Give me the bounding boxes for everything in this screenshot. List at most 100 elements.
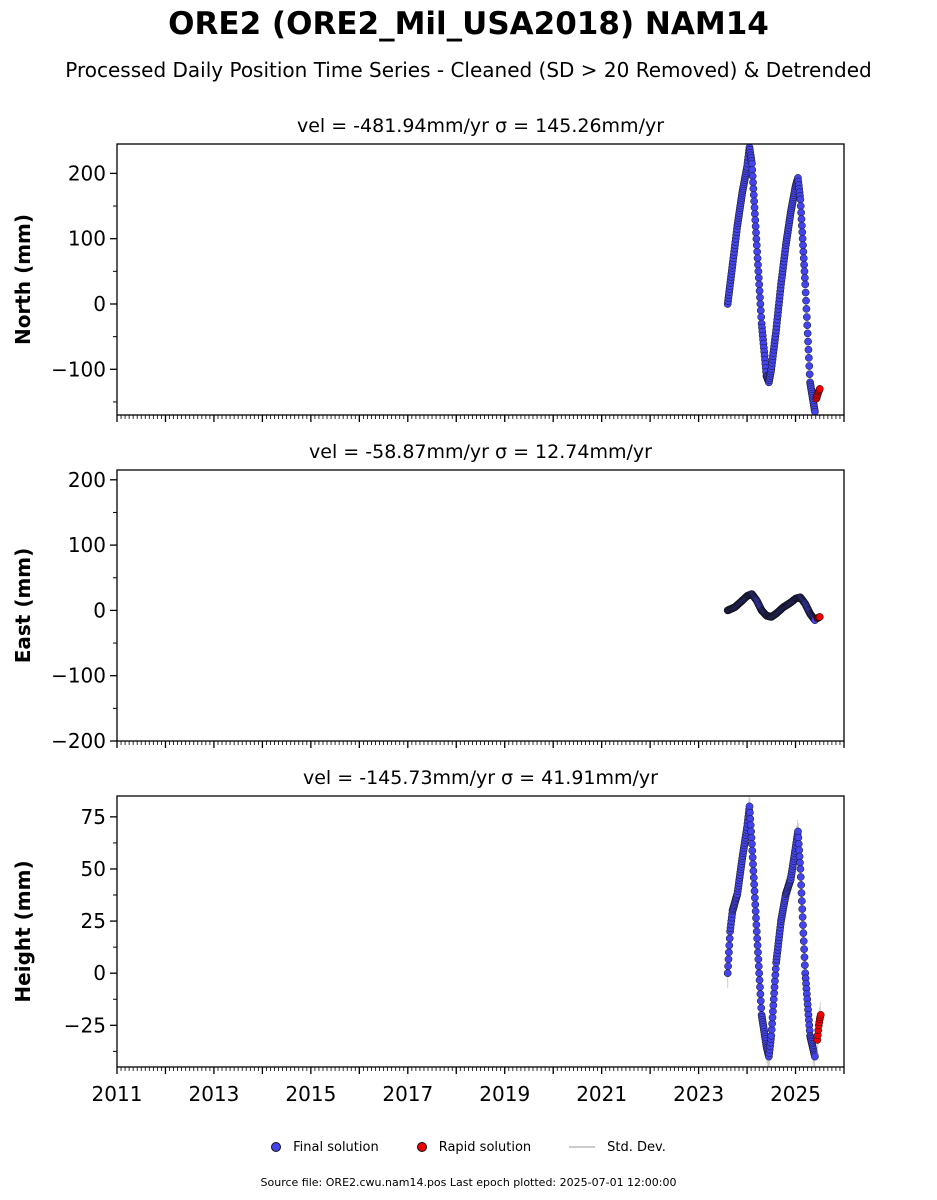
data-point: [756, 997, 765, 1005]
y-tick-label: 0: [93, 292, 106, 316]
data-point: [796, 195, 805, 204]
x-tick-label: 2019: [479, 1082, 530, 1106]
x-tick-label: 2017: [382, 1082, 433, 1106]
y-tick-label: −100: [51, 357, 106, 381]
data-point: [752, 241, 761, 250]
x-tick-label: 2021: [576, 1082, 627, 1106]
data-point: [725, 934, 734, 943]
y-tick-label: 200: [68, 161, 106, 185]
data-point: [799, 937, 808, 945]
data-point: [805, 354, 813, 362]
data-point: [750, 887, 759, 895]
data-point: [754, 274, 763, 282]
plot-area: [723, 796, 825, 1067]
panel-1: vel = -481.94mm/yr σ = 145.26mm/yr North …: [11, 115, 845, 422]
data-point: [796, 865, 805, 873]
y-tick-label: 0: [93, 598, 106, 622]
data-point: [816, 1011, 825, 1019]
data-point: [799, 929, 808, 937]
panel-2: vel = -58.87mm/yr σ = 12.74mm/yr East (mm…: [11, 441, 845, 753]
y-tick-label: 100: [68, 227, 106, 251]
data-point: [753, 247, 762, 256]
data-point: [805, 362, 814, 370]
data-point: [803, 329, 812, 338]
data-point: [748, 846, 757, 855]
series-rapid: [813, 1002, 825, 1055]
data-point: [725, 941, 734, 950]
data-point: [802, 305, 811, 313]
legend-label-std: Std. Dev.: [607, 1139, 666, 1155]
plot-area: [723, 590, 824, 625]
data-point: [753, 254, 762, 263]
data-point: [756, 293, 764, 302]
data-point: [755, 280, 764, 289]
data-point: [811, 1052, 819, 1061]
series-final: [723, 590, 819, 625]
series-final: [723, 796, 819, 1067]
data-point: [801, 288, 810, 297]
data-point: [801, 280, 810, 289]
y-axis-label: North (mm): [11, 214, 35, 345]
series-final: [723, 144, 819, 415]
final-solution-marker-icon: [271, 1142, 282, 1152]
data-point: [798, 234, 807, 243]
data-point: [754, 955, 763, 964]
data-point: [811, 407, 819, 415]
data-point: [802, 313, 811, 321]
chart-subtitle: Processed Daily Position Time Series - C…: [65, 58, 872, 82]
data-point: [751, 907, 760, 916]
data-point: [815, 385, 824, 393]
data-point: [801, 961, 809, 970]
data-point: [802, 296, 810, 305]
data-point: [798, 221, 806, 230]
data-point: [797, 881, 805, 889]
panel-3: vel = -145.73mm/yr σ = 41.91mm/yr Height …: [11, 767, 845, 1106]
data-point: [756, 990, 765, 998]
data-point: [800, 260, 808, 269]
y-tick-label: 200: [68, 468, 106, 492]
panel-title: vel = -481.94mm/yr σ = 145.26mm/yr: [297, 115, 664, 137]
data-point: [750, 880, 759, 889]
plot-frame: [116, 143, 845, 416]
x-tick-label: 2015: [285, 1082, 336, 1106]
data-point: [815, 613, 824, 621]
y-tick-label: 50: [81, 857, 106, 881]
data-point: [724, 955, 733, 964]
y-tick-label: −200: [51, 729, 106, 753]
data-point: [798, 905, 807, 913]
panel-title: vel = -58.87mm/yr σ = 12.74mm/yr: [309, 441, 652, 463]
data-point: [754, 260, 762, 269]
data-point: [753, 934, 762, 943]
data-point: [749, 860, 757, 869]
data-point: [796, 202, 805, 210]
data-point: [751, 900, 760, 909]
x-tick-label: 2013: [188, 1082, 239, 1106]
data-point: [754, 948, 762, 957]
panel-title: vel = -145.73mm/yr σ = 41.91mm/yr: [303, 767, 658, 789]
data-point: [755, 976, 764, 984]
data-point: [723, 969, 732, 978]
data-point: [756, 983, 764, 991]
legend: Final solution Rapid solution Std. Dev.: [0, 1136, 937, 1158]
data-point: [804, 337, 812, 346]
data-point: [757, 1004, 766, 1012]
data-point: [801, 274, 809, 282]
data-point: [752, 927, 761, 936]
y-tick-label: 100: [68, 533, 106, 557]
data-point: [755, 969, 764, 978]
source-footer: Source file: ORE2.cwu.nam14.pos Last epo…: [260, 1176, 677, 1189]
data-point: [756, 300, 765, 308]
data-point: [752, 920, 761, 929]
chart-title: ORE2 (ORE2_Mil_USA2018) NAM14: [168, 6, 769, 42]
y-tick-label: 0: [93, 961, 106, 985]
data-point: [749, 873, 758, 882]
legend-label-rapid: Rapid solution: [438, 1139, 532, 1155]
data-point: [754, 962, 763, 971]
rapid-solution-marker-icon: [416, 1142, 427, 1152]
series-rapid: [813, 613, 824, 623]
data-point: [797, 208, 805, 217]
legend-label-final: Final solution: [293, 1139, 379, 1155]
data-point: [748, 853, 757, 862]
data-point: [800, 267, 809, 276]
data-point: [797, 889, 806, 897]
